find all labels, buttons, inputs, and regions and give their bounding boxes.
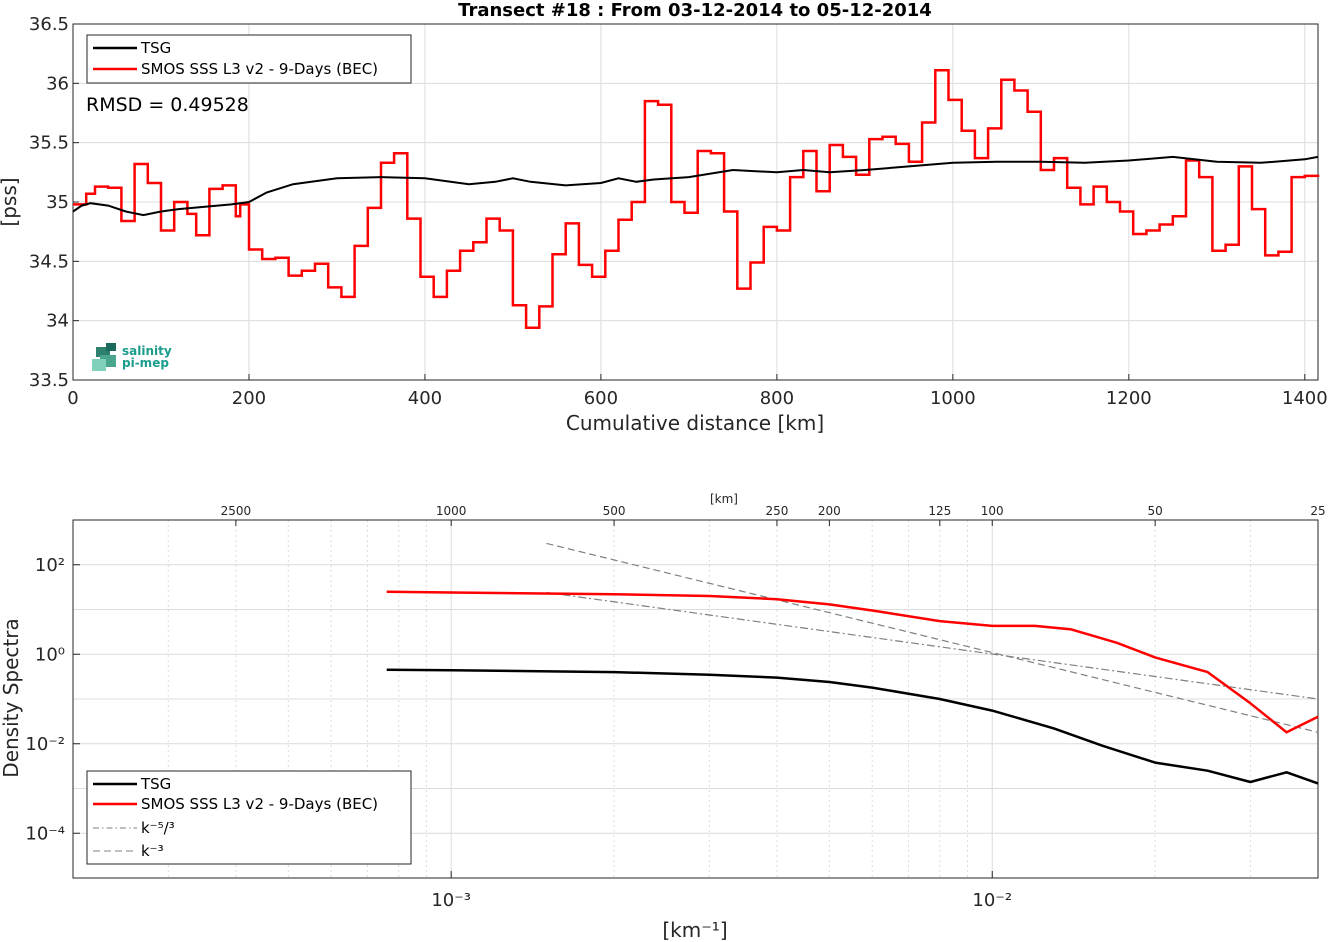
top-legend: TSG SMOS SSS L3 v2 - 9-Days (BEC) (86, 34, 412, 84)
top-series-tsg-line (72, 155, 1319, 217)
bottom-series-line-3 (546, 542, 1319, 733)
bottom-top-tick-label: 50 (1147, 504, 1162, 518)
bottom-ticks: 10⁻³ 10⁻² 10² 10⁰ 10⁻² 10⁻⁴ 2500 1000 500 250 200 1… (25, 504, 1325, 911)
bottom-legend-label-k53: k⁻⁵/³ (141, 819, 175, 837)
bottom-legend-box (86, 770, 412, 865)
top-x-axis-label: Cumulative distance [km] (566, 411, 824, 435)
bottom-legend-label-tsg: TSG (140, 775, 171, 793)
top-series-smos-line (73, 69, 1320, 330)
bottom-y-tick-label: 10⁰ (35, 644, 65, 665)
bottom-chart: 10⁻³ 10⁻² 10² 10⁰ 10⁻² 10⁻⁴ 2500 1000 500 250 200 1… (0, 492, 1326, 942)
bottom-x-tick-label: 10⁻³ (431, 890, 471, 911)
top-x-tick-label: 200 (232, 388, 266, 409)
top-y-tick-label: 36 (46, 73, 69, 94)
top-x-tick-label: 1200 (1106, 388, 1152, 409)
bottom-top-tick-label: 500 (603, 504, 626, 518)
top-series (72, 69, 1320, 330)
top-y-tick-label: 36.5 (29, 14, 69, 35)
top-x-tick-label: 600 (584, 388, 618, 409)
bottom-x-tick-label: 10⁻² (972, 890, 1012, 911)
bottom-top-tick-label: 200 (818, 504, 841, 518)
top-y-tick-label: 34.5 (29, 251, 69, 272)
bottom-legend-label-k3: k⁻³ (141, 842, 164, 860)
top-y-tick-label: 33.5 (29, 370, 69, 391)
top-y-tick-label: 35 (46, 192, 69, 213)
top-chart-title: Transect #18 : From 03-12-2014 to 05-12-… (458, 0, 932, 21)
bottom-series (386, 542, 1319, 785)
bottom-legend: TSG SMOS SSS L3 v2 - 9-Days (BEC) k⁻⁵/³ … (86, 770, 412, 865)
logo-text-pi-mep: pi-mep (122, 356, 169, 370)
top-x-tick-label: 1000 (930, 388, 976, 409)
top-legend-box (86, 34, 412, 84)
top-y-tick-label: 34 (46, 311, 69, 332)
top-chart: Transect #18 : From 03-12-2014 to 05-12-… (0, 0, 1328, 435)
bottom-x-axis-label: [km⁻¹] (662, 918, 727, 942)
top-y-axis-label: [pss] (0, 177, 21, 226)
bottom-legend-label-smos: SMOS SSS L3 v2 - 9-Days (BEC) (141, 795, 378, 813)
bottom-top-tick-label: 100 (981, 504, 1004, 518)
top-legend-label-tsg: TSG (140, 39, 171, 57)
bottom-top-tick-label: 25 (1310, 504, 1325, 518)
top-legend-label-smos: SMOS SSS L3 v2 - 9-Days (BEC) (141, 60, 378, 78)
bottom-series-line-2 (546, 591, 1319, 700)
salinity-pi-mep-logo: salinity pi-mep (92, 343, 172, 371)
bottom-series-line-1 (386, 590, 1319, 734)
logo-text-salinity: salinity (122, 344, 172, 358)
top-x-tick-label: 400 (408, 388, 442, 409)
bottom-y-axis-label: Density Spectra (0, 618, 23, 777)
bottom-y-tick-label: 10² (35, 555, 65, 576)
bottom-top-tick-label: 2500 (221, 504, 252, 518)
top-x-tick-label: 800 (760, 388, 794, 409)
bottom-top-tick-label: 125 (928, 504, 951, 518)
top-x-tick-label: 0 (67, 388, 78, 409)
bottom-y-tick-label: 10⁻² (25, 734, 65, 755)
top-x-tick-label: 1400 (1282, 388, 1328, 409)
bottom-top-tick-label: 1000 (436, 504, 467, 518)
top-y-tick-label: 35.5 (29, 133, 69, 154)
bottom-plot-frame (72, 519, 1319, 879)
bottom-top-axis-label: [km] (710, 492, 738, 506)
top-ticks: 0 200 400 600 800 1000 1200 1400 33.5 34 34.5 35 35.… (29, 14, 1328, 409)
bottom-top-tick-label: 250 (765, 504, 788, 518)
rmsd-annotation: RMSD = 0.49528 (86, 94, 249, 116)
bottom-series-line-0 (386, 668, 1319, 785)
bottom-y-tick-label: 10⁻⁴ (25, 823, 65, 844)
